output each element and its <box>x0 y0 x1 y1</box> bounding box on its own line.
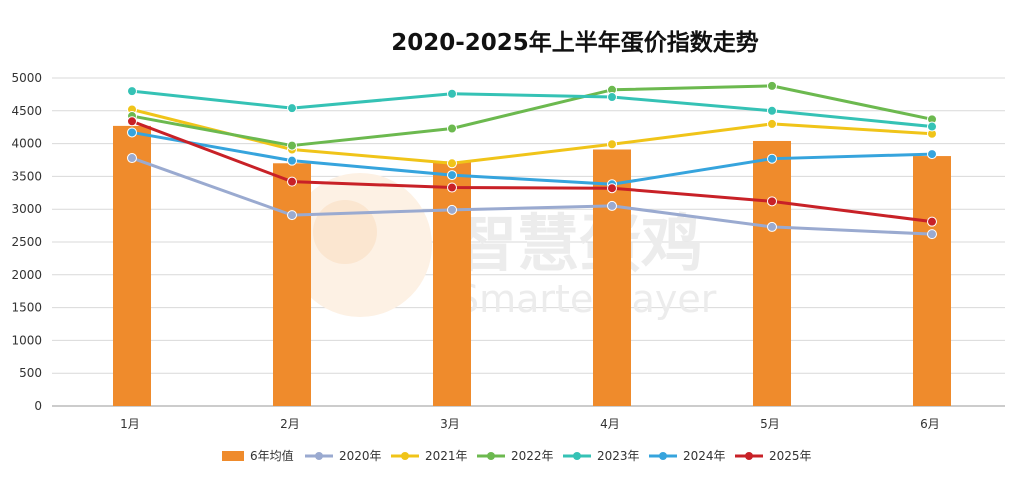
bar-layer <box>113 125 951 406</box>
watermark-logo-inner <box>313 200 377 264</box>
legend-label: 2021年 <box>425 449 468 463</box>
series-point-2023年 <box>927 121 937 132</box>
legend-label: 2020年 <box>339 449 382 463</box>
legend-swatch <box>222 451 244 461</box>
y-tick-label: 3500 <box>11 169 42 183</box>
series-point-2022年 <box>447 123 457 134</box>
series-point-2024年 <box>447 170 457 181</box>
series-point-2025年 <box>767 196 777 207</box>
series-point-2024年 <box>927 149 937 160</box>
x-tick-label: 5月 <box>760 417 780 431</box>
series-point-2020年 <box>767 221 777 232</box>
x-tick-label: 3月 <box>440 417 460 431</box>
legend-item-bar: 6年均值 <box>222 448 294 463</box>
grid-layer <box>52 77 1005 407</box>
series-line-2020年 <box>130 156 934 236</box>
y-tick-label: 2500 <box>11 235 42 249</box>
series-point-2025年 <box>127 116 137 127</box>
legend-item-2021年: 2021年 <box>391 449 468 463</box>
y-tick-label: 5000 <box>11 71 42 85</box>
series-point-2020年 <box>927 229 937 240</box>
series-point-2023年 <box>287 103 297 114</box>
series-point-2020年 <box>607 200 617 211</box>
legend-marker <box>315 452 323 460</box>
series-point-2021年 <box>767 118 777 129</box>
y-tick-label: 2000 <box>11 268 42 282</box>
legend-label: 2024年 <box>683 449 726 463</box>
x-tick-label: 6月 <box>920 417 940 431</box>
legend-item-2025年: 2025年 <box>735 449 812 463</box>
legend-label: 2023年 <box>597 449 640 463</box>
y-tick-label: 500 <box>19 366 42 380</box>
series-line-2024年 <box>130 130 934 186</box>
x-tick-label: 4月 <box>600 417 620 431</box>
series-point-2025年 <box>287 176 297 187</box>
axis-layer: 0 500 1000 1500 2000 2500 3000 3500 4000 4500 5000… <box>11 71 939 431</box>
series-point-2022年 <box>767 80 777 91</box>
legend-label: 6年均值 <box>250 448 294 463</box>
watermark-english: Smarter layer <box>455 277 717 321</box>
series-point-2021年 <box>607 139 617 150</box>
y-tick-label: 0 <box>34 399 42 413</box>
bar-avg-6 <box>913 156 951 406</box>
series-line-2022年 <box>130 84 934 148</box>
legend-marker <box>745 452 753 460</box>
x-tick-label: 1月 <box>120 417 140 431</box>
legend-item-2023年: 2023年 <box>563 449 640 463</box>
series-line-2021年 <box>130 107 934 165</box>
series-point-2024年 <box>767 153 777 164</box>
y-tick-label: 4500 <box>11 104 42 118</box>
bar-avg-5 <box>753 140 791 406</box>
series-point-2023年 <box>447 88 457 99</box>
series-point-2023年 <box>127 86 137 97</box>
legend-marker <box>659 452 667 460</box>
series-point-2023年 <box>767 105 777 116</box>
bar-avg-3 <box>433 161 471 406</box>
series-point-2020年 <box>287 210 297 221</box>
legend-marker <box>401 452 409 460</box>
series-point-2023年 <box>607 92 617 103</box>
legend-label: 2025年 <box>769 449 812 463</box>
legend-marker <box>487 452 495 460</box>
y-tick-label: 1000 <box>11 333 42 347</box>
legend-label: 2022年 <box>511 449 554 463</box>
series-line-2023年 <box>130 89 934 129</box>
line-layer <box>127 80 937 240</box>
watermark: 智慧蛋鸡 Smarter layer <box>288 173 717 321</box>
legend-item-2020年: 2020年 <box>305 449 382 463</box>
legend-item-2024年: 2024年 <box>649 449 726 463</box>
legend-marker <box>573 452 581 460</box>
chart-title: 2020-2025年上半年蛋价指数走势 <box>391 29 759 56</box>
series-point-2024年 <box>127 127 137 138</box>
series-point-2025年 <box>447 182 457 193</box>
series-point-2024年 <box>287 155 297 166</box>
series-point-2020年 <box>447 204 457 215</box>
bar-avg-1 <box>113 125 151 406</box>
series-point-2020年 <box>127 153 137 164</box>
x-tick-label: 2月 <box>280 417 300 431</box>
y-tick-label: 1500 <box>11 301 42 315</box>
series-point-2025年 <box>607 183 617 194</box>
series-point-2021年 <box>447 158 457 169</box>
series-point-2022年 <box>287 140 297 151</box>
y-tick-label: 4000 <box>11 137 42 151</box>
series-point-2025年 <box>927 216 937 227</box>
watermark-chinese: 智慧蛋鸡 <box>455 207 703 280</box>
legend-item-2022年: 2022年 <box>477 449 554 463</box>
series-line-2025年 <box>130 119 934 224</box>
bar-avg-2 <box>273 163 311 406</box>
legend: 6年均值 2020年 2021年 2022年 2023年 2024年 2025年 <box>222 448 812 463</box>
y-tick-label: 3000 <box>11 202 42 216</box>
